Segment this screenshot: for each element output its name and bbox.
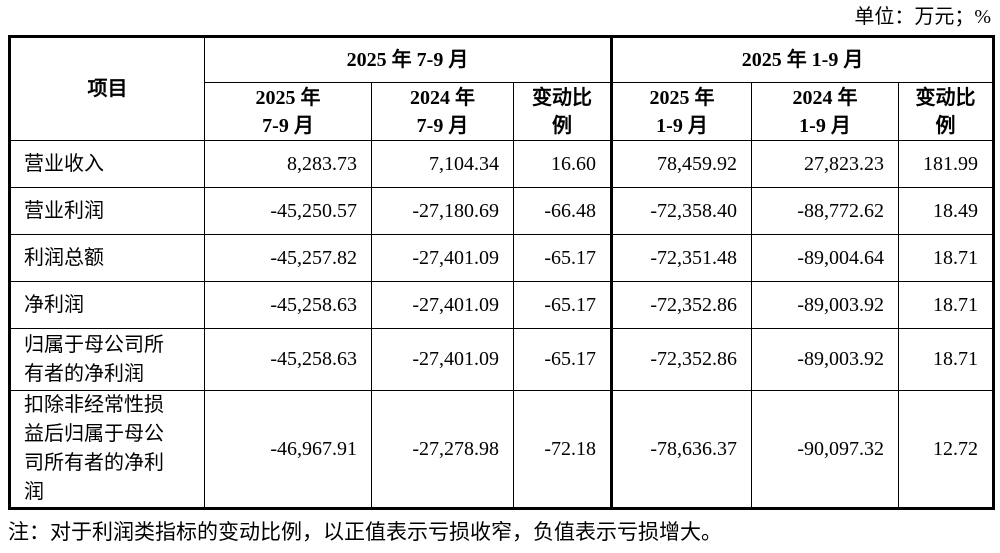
- cell-value: -78,636.37: [610, 390, 753, 509]
- cell-value: -72,358.40: [610, 187, 753, 235]
- cell-value: -65.17: [512, 281, 613, 329]
- cell-value: -27,401.09: [371, 234, 514, 282]
- cell-value: -89,003.92: [751, 328, 900, 391]
- cell-value: 18.71: [898, 328, 995, 391]
- cell-value: -65.17: [512, 328, 613, 391]
- cell-value: -27,401.09: [371, 328, 514, 391]
- cell-value: -72.18: [512, 390, 613, 509]
- col-header-2024-q3: 2024 年 7-9 月: [371, 82, 514, 141]
- cell-value: 181.99: [898, 140, 995, 188]
- table-row-revenue: 营业收入 8,283.73 7,104.34 16.60 78,459.92 2…: [9, 140, 995, 188]
- cell-value: -88,772.62: [751, 187, 900, 235]
- footnote: 注：对于利润类指标的变动比例，以正值表示亏损收窄，负值表示亏损增大。: [8, 520, 722, 544]
- cell-value: 78,459.92: [610, 140, 753, 188]
- cell-value: -45,257.82: [204, 234, 372, 282]
- cell-value: -45,258.63: [204, 328, 372, 391]
- cell-value: 8,283.73: [204, 140, 372, 188]
- row-label: 净利润: [9, 281, 205, 329]
- cell-value: 18.71: [898, 234, 995, 282]
- row-label: 营业收入: [9, 140, 205, 188]
- table-row-operating-profit: 营业利润 -45,250.57 -27,180.69 -66.48 -72,35…: [9, 187, 995, 235]
- table-row-net-profit-parent-deducted: 扣除非经常性损 益后归属于母公 司所有者的净利 润 -46,967.91 -27…: [9, 390, 995, 509]
- group-header-ytd: 2025 年 1-9 月: [610, 36, 995, 83]
- cell-value: 16.60: [512, 140, 613, 188]
- cell-value: -89,003.92: [751, 281, 900, 329]
- cell-value: -89,004.64: [751, 234, 900, 282]
- cell-value: 18.71: [898, 281, 995, 329]
- cell-value: -45,258.63: [204, 281, 372, 329]
- row-label: 归属于母公司所 有者的净利润: [9, 328, 205, 391]
- col-header-item: 项目: [9, 36, 205, 141]
- unit-label: 单位：万元；%: [854, 6, 991, 28]
- col-header-2025-q3: 2025 年 7-9 月: [204, 82, 372, 141]
- col-header-change-ytd: 变动比 例: [898, 82, 995, 141]
- cell-value: -46,967.91: [204, 390, 372, 509]
- cell-value: -27,278.98: [371, 390, 514, 509]
- cell-value: -45,250.57: [204, 187, 372, 235]
- cell-value: 27,823.23: [751, 140, 900, 188]
- cell-value: -72,351.48: [610, 234, 753, 282]
- financial-table: 项目 2025 年 7-9 月 2025 年 1-9 月 2025 年 7-9 …: [8, 35, 996, 510]
- cell-value: -66.48: [512, 187, 613, 235]
- col-header-2024-ytd: 2024 年 1-9 月: [751, 82, 900, 141]
- table-row-total-profit: 利润总额 -45,257.82 -27,401.09 -65.17 -72,35…: [9, 234, 995, 282]
- cell-value: 7,104.34: [371, 140, 514, 188]
- group-header-q3: 2025 年 7-9 月: [203, 36, 613, 83]
- col-header-2025-ytd: 2025 年 1-9 月: [610, 82, 753, 141]
- cell-value: 18.49: [898, 187, 995, 235]
- cell-value: -27,180.69: [371, 187, 514, 235]
- row-label: 营业利润: [9, 187, 205, 235]
- row-label: 扣除非经常性损 益后归属于母公 司所有者的净利 润: [9, 390, 205, 509]
- cell-value: 12.72: [898, 390, 995, 509]
- cell-value: -90,097.32: [751, 390, 900, 509]
- cell-value: -72,352.86: [610, 281, 753, 329]
- col-header-change-q3: 变动比 例: [512, 82, 613, 141]
- cell-value: -65.17: [512, 234, 613, 282]
- table-row-net-profit-parent: 归属于母公司所 有者的净利润 -45,258.63 -27,401.09 -65…: [9, 328, 995, 391]
- row-label: 利润总额: [9, 234, 205, 282]
- cell-value: -72,352.86: [610, 328, 753, 391]
- table-row-net-profit: 净利润 -45,258.63 -27,401.09 -65.17 -72,352…: [9, 281, 995, 329]
- group-header-row: 项目 2025 年 7-9 月 2025 年 1-9 月: [9, 36, 995, 141]
- cell-value: -27,401.09: [371, 281, 514, 329]
